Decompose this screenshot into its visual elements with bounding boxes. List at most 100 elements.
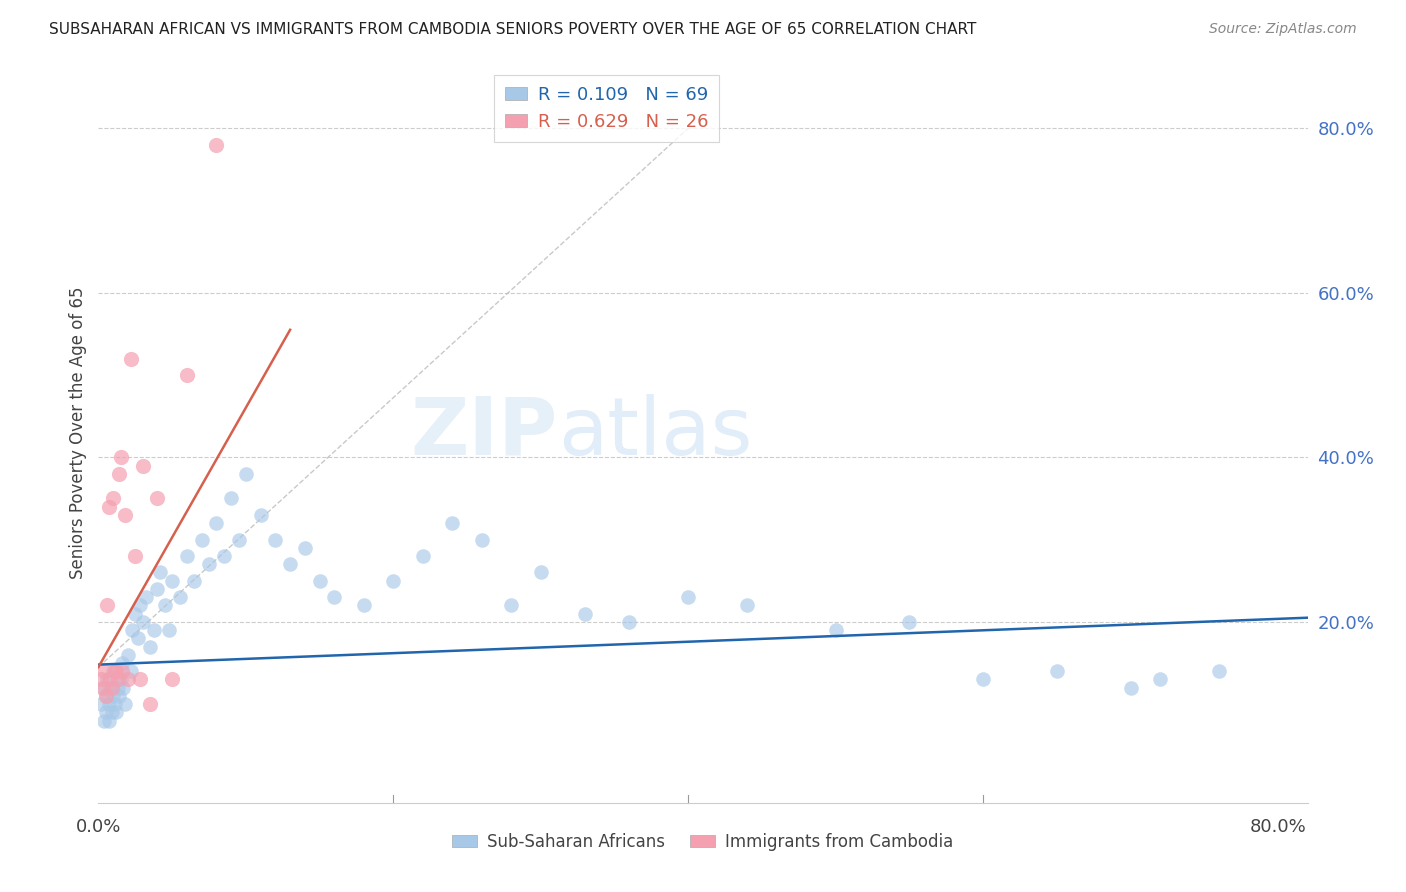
Text: atlas: atlas [558, 393, 752, 472]
Point [127, 632, 149, 646]
Point [97, 697, 120, 711]
Point [278, 558, 301, 572]
Point [101, 491, 124, 506]
Point [117, 648, 139, 662]
Point [205, 516, 228, 530]
Point [100, 681, 122, 695]
Point [139, 640, 162, 654]
Point [101, 664, 124, 678]
Point [110, 673, 132, 687]
Point [530, 566, 553, 580]
Point [128, 599, 150, 613]
Point [105, 706, 128, 720]
Point [219, 491, 242, 506]
Point [249, 508, 271, 522]
Point [501, 599, 523, 613]
Point [114, 697, 136, 711]
Point [96, 673, 118, 687]
Point [94, 689, 117, 703]
Point [98, 681, 121, 695]
Point [235, 467, 257, 481]
Point [169, 590, 191, 604]
Point [107, 673, 129, 687]
Legend: Sub-Saharan Africans, Immigrants from Cambodia: Sub-Saharan Africans, Immigrants from Ca… [446, 826, 960, 857]
Point [205, 137, 228, 152]
Point [160, 574, 183, 588]
Point [97, 714, 120, 728]
Point [120, 664, 142, 678]
Point [100, 706, 122, 720]
Point [110, 450, 132, 465]
Point [104, 664, 127, 678]
Point [108, 467, 131, 481]
Point [91, 681, 114, 695]
Point [108, 689, 131, 703]
Point [96, 599, 118, 613]
Text: 80.0%: 80.0% [1250, 818, 1306, 836]
Point [1208, 664, 1230, 678]
Point [121, 623, 143, 637]
Point [124, 549, 146, 563]
Point [131, 615, 153, 629]
Point [228, 533, 250, 547]
Point [93, 664, 115, 678]
Point [97, 500, 120, 514]
Text: ZIP: ZIP [411, 393, 558, 472]
Point [176, 549, 198, 563]
Text: 0.0%: 0.0% [76, 818, 121, 836]
Point [93, 714, 115, 728]
Point [972, 673, 994, 687]
Point [104, 697, 127, 711]
Point [190, 533, 212, 547]
Point [117, 673, 139, 687]
Point [183, 574, 205, 588]
Point [264, 533, 287, 547]
Point [323, 590, 346, 604]
Point [139, 697, 162, 711]
Point [98, 673, 121, 687]
Point [294, 541, 316, 555]
Point [105, 664, 128, 678]
Point [176, 368, 198, 382]
Text: SUBSAHARAN AFRICAN VS IMMIGRANTS FROM CAMBODIA SENIORS POVERTY OVER THE AGE OF 6: SUBSAHARAN AFRICAN VS IMMIGRANTS FROM CA… [49, 22, 977, 37]
Point [735, 599, 758, 613]
Point [135, 590, 157, 604]
Point [124, 607, 146, 621]
Point [107, 681, 129, 695]
Point [131, 458, 153, 473]
Point [146, 582, 169, 596]
Point [157, 623, 180, 637]
Point [146, 491, 169, 506]
Point [212, 549, 235, 563]
Point [149, 566, 172, 580]
Point [471, 533, 494, 547]
Point [1046, 664, 1069, 678]
Point [1119, 681, 1142, 695]
Point [128, 673, 150, 687]
Point [94, 689, 117, 703]
Point [824, 623, 846, 637]
Text: Source: ZipAtlas.com: Source: ZipAtlas.com [1209, 22, 1357, 37]
Point [94, 706, 117, 720]
Point [101, 689, 124, 703]
Point [619, 615, 641, 629]
Point [111, 656, 134, 670]
Point [143, 623, 166, 637]
Point [153, 599, 176, 613]
Point [1149, 673, 1171, 687]
Point [574, 607, 596, 621]
Point [90, 673, 112, 687]
Point [111, 664, 134, 678]
Point [353, 599, 375, 613]
Point [160, 673, 183, 687]
Point [898, 615, 921, 629]
Point [308, 574, 330, 588]
Point [412, 549, 434, 563]
Point [441, 516, 464, 530]
Point [91, 681, 114, 695]
Y-axis label: Seniors Poverty Over the Age of 65: Seniors Poverty Over the Age of 65 [69, 286, 87, 579]
Point [198, 558, 221, 572]
Point [90, 697, 112, 711]
Point [678, 590, 700, 604]
Point [112, 681, 135, 695]
